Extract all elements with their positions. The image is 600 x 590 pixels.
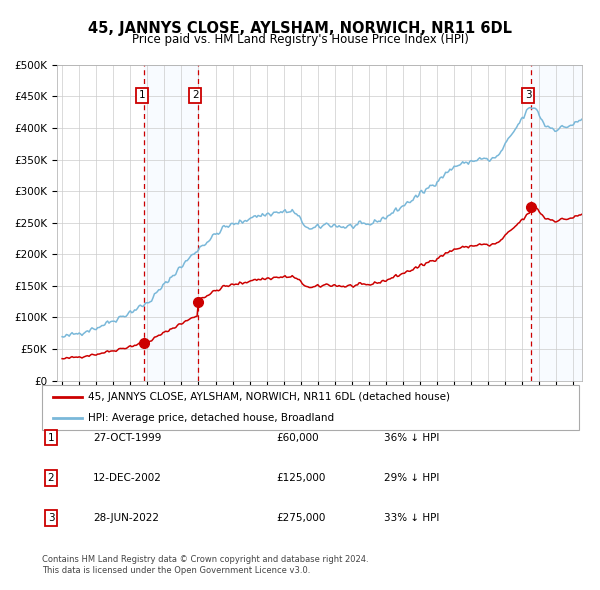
Text: Contains HM Land Registry data © Crown copyright and database right 2024.: Contains HM Land Registry data © Crown c…: [42, 555, 368, 563]
Text: 12-DEC-2002: 12-DEC-2002: [93, 473, 162, 483]
Text: 2: 2: [47, 473, 55, 483]
Text: This data is licensed under the Open Government Licence v3.0.: This data is licensed under the Open Gov…: [42, 566, 310, 575]
Text: 1: 1: [47, 433, 55, 442]
Text: £60,000: £60,000: [276, 433, 319, 442]
Text: 3: 3: [525, 90, 532, 100]
Text: 33% ↓ HPI: 33% ↓ HPI: [384, 513, 439, 523]
Text: £275,000: £275,000: [276, 513, 325, 523]
Text: 45, JANNYS CLOSE, AYLSHAM, NORWICH, NR11 6DL: 45, JANNYS CLOSE, AYLSHAM, NORWICH, NR11…: [88, 21, 512, 35]
Text: 29% ↓ HPI: 29% ↓ HPI: [384, 473, 439, 483]
Text: HPI: Average price, detached house, Broadland: HPI: Average price, detached house, Broa…: [88, 412, 334, 422]
Text: 36% ↓ HPI: 36% ↓ HPI: [384, 433, 439, 442]
Text: Price paid vs. HM Land Registry's House Price Index (HPI): Price paid vs. HM Land Registry's House …: [131, 33, 469, 46]
Bar: [144, 65, 197, 381]
Text: £125,000: £125,000: [276, 473, 325, 483]
Text: 1: 1: [139, 90, 145, 100]
Text: 2: 2: [192, 90, 199, 100]
Text: 28-JUN-2022: 28-JUN-2022: [93, 513, 159, 523]
Bar: [530, 65, 582, 381]
Text: 27-OCT-1999: 27-OCT-1999: [93, 433, 161, 442]
Text: 45, JANNYS CLOSE, AYLSHAM, NORWICH, NR11 6DL (detached house): 45, JANNYS CLOSE, AYLSHAM, NORWICH, NR11…: [88, 392, 449, 402]
Text: 3: 3: [47, 513, 55, 523]
